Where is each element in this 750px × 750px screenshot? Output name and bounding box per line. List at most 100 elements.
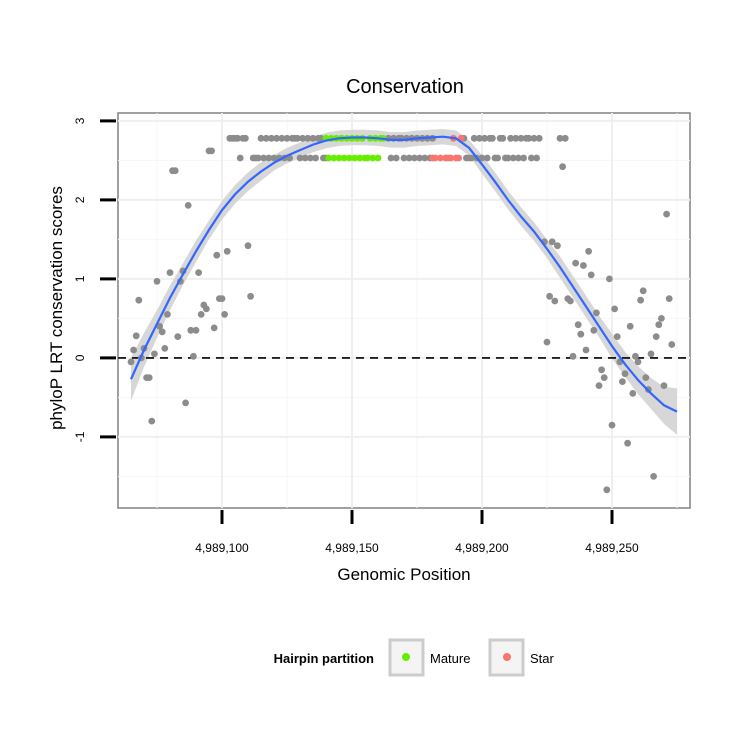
- smooth-line: [129, 135, 678, 413]
- data-points: [127, 134, 676, 494]
- data-point: [174, 333, 182, 340]
- legend-title: Hairpin partition: [274, 651, 374, 666]
- mature-point: [374, 154, 382, 162]
- data-point: [197, 311, 205, 318]
- data-point: [307, 154, 314, 162]
- data-point: [624, 439, 631, 447]
- data-point: [517, 134, 525, 142]
- data-point: [546, 292, 553, 300]
- data-point: [190, 352, 197, 360]
- legend-dot-star: [503, 653, 511, 661]
- chart-title: Conservation: [346, 76, 464, 98]
- data-point: [317, 134, 325, 142]
- y-tick-label: 3: [73, 117, 87, 124]
- data-point: [637, 296, 644, 304]
- data-point: [283, 134, 291, 142]
- data-point: [499, 134, 507, 142]
- legend-item-mature: Mature: [388, 638, 470, 677]
- data-point: [668, 341, 676, 348]
- data-point: [213, 251, 221, 259]
- data-point: [208, 147, 216, 155]
- star-point: [437, 154, 444, 162]
- star-point: [455, 154, 462, 162]
- data-point: [171, 167, 179, 175]
- data-point: [309, 134, 317, 142]
- data-point: [265, 154, 273, 162]
- data-point: [567, 297, 574, 305]
- data-point: [525, 134, 533, 142]
- data-point: [158, 328, 166, 336]
- mature-point: [356, 154, 364, 162]
- data-point: [294, 134, 301, 142]
- data-point: [543, 338, 551, 346]
- mature-point: [351, 154, 358, 162]
- data-point: [151, 350, 158, 358]
- data-point: [621, 370, 629, 378]
- data-point: [587, 271, 595, 279]
- star-point: [447, 154, 455, 162]
- data-point: [593, 309, 600, 317]
- data-point: [590, 326, 598, 334]
- data-point: [296, 154, 304, 162]
- data-point: [611, 305, 618, 313]
- data-point: [655, 321, 663, 329]
- data-point: [494, 154, 501, 162]
- y-tick-label: 0: [73, 354, 87, 361]
- y-tick-label: 2: [73, 196, 87, 203]
- ribbon-area: [131, 129, 677, 435]
- data-point: [650, 473, 657, 480]
- data-point: [182, 399, 190, 407]
- data-point: [512, 134, 520, 142]
- data-point: [476, 134, 483, 142]
- data-point: [221, 311, 229, 318]
- data-point: [411, 154, 418, 162]
- x-axis-label: Genomic Position: [337, 565, 470, 584]
- data-point: [301, 154, 309, 162]
- data-point: [639, 287, 647, 295]
- data-point: [598, 366, 605, 374]
- data-point: [483, 154, 491, 162]
- data-point: [520, 154, 527, 162]
- data-point: [387, 154, 395, 162]
- data-point: [270, 154, 278, 162]
- data-point: [405, 154, 413, 162]
- data-point: [130, 346, 138, 354]
- data-point: [585, 247, 592, 255]
- data-point: [528, 154, 535, 162]
- data-point: [632, 352, 639, 360]
- x-tick-label: 4,989,150: [325, 541, 379, 555]
- data-point: [548, 238, 556, 246]
- y-tick-label: 1: [73, 275, 87, 282]
- x-axis: 4,989,100 4,989,150 4,989,200 4,989,250: [195, 510, 639, 555]
- data-point: [278, 134, 286, 142]
- data-point: [613, 333, 621, 340]
- legend-item-star: Star: [488, 638, 555, 677]
- data-point: [210, 324, 218, 332]
- data-point: [660, 382, 668, 389]
- data-point: [533, 154, 540, 162]
- data-point: [504, 154, 512, 162]
- data-point: [145, 374, 153, 381]
- data-point: [535, 134, 543, 142]
- data-point: [247, 292, 255, 300]
- y-tick-label: -1: [73, 431, 87, 442]
- data-point: [572, 259, 579, 267]
- mature-point: [335, 154, 343, 162]
- data-point: [244, 242, 252, 250]
- mature-point: [325, 154, 332, 162]
- x-tick-label: 4,989,250: [585, 541, 639, 555]
- data-point: [421, 154, 429, 162]
- data-point: [652, 333, 660, 340]
- data-point: [299, 134, 306, 142]
- data-point: [132, 332, 140, 340]
- data-point: [515, 154, 522, 162]
- data-point: [273, 134, 280, 142]
- mature-point: [340, 154, 348, 162]
- data-point: [580, 262, 587, 269]
- data-point: [606, 275, 613, 283]
- data-point: [634, 358, 642, 366]
- data-point: [629, 390, 637, 397]
- data-point: [665, 295, 673, 302]
- data-point: [236, 154, 244, 162]
